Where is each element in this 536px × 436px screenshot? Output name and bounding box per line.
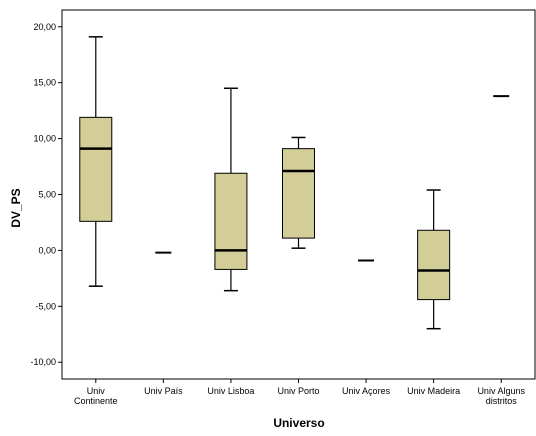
x-tick-label: Univ Porto (277, 386, 319, 396)
y-tick-label: 20,00 (33, 22, 56, 32)
iqr-box (417, 229, 451, 301)
y-tick-label: -5,00 (35, 301, 56, 311)
iqr-box (79, 116, 113, 222)
iqr-box (282, 148, 315, 239)
x-tick-label: Univ (87, 386, 106, 396)
y-tick-label: 5,00 (38, 190, 56, 200)
x-tick-label: Univ Açores (342, 386, 391, 396)
y-axis-title: DV_PS (9, 188, 23, 227)
x-tick-label: Univ Madeira (407, 386, 460, 396)
x-tick-label: Univ País (144, 386, 183, 396)
y-tick-label: -10,00 (30, 357, 56, 367)
x-tick-label: Continente (74, 396, 118, 406)
y-tick-label: 10,00 (33, 134, 56, 144)
y-tick-label: 15,00 (33, 78, 56, 88)
x-tick-label: Univ Lisboa (207, 386, 254, 396)
y-axis: -10,00 -5,00 0,00 5,00 10,00 15,00 20,00 (30, 22, 62, 367)
x-tick-label: distritos (486, 396, 518, 406)
x-axis-title: Universo (273, 416, 324, 430)
x-tick-label: Univ Alguns (477, 386, 525, 396)
y-tick-label: 0,00 (38, 245, 56, 255)
iqr-box (214, 172, 248, 270)
boxes (79, 36, 510, 330)
